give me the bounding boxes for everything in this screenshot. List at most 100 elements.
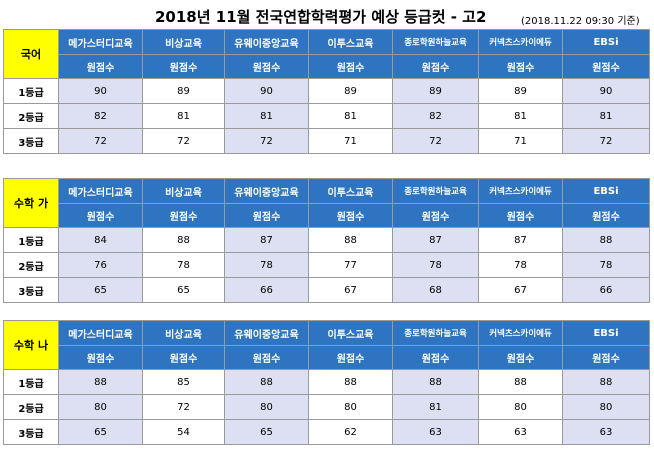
score-cell: 77	[308, 252, 393, 278]
grade-label: 3등급	[3, 128, 59, 154]
score-cell: 78	[224, 252, 309, 278]
publisher-header: 이투스교육	[308, 178, 393, 204]
score-cell: 71	[478, 128, 563, 154]
grade-row: 1등급 84 88 87 88 87 87 88	[3, 227, 650, 253]
publisher-header: 종로학원하늘교육	[392, 29, 479, 55]
page-header: 2018년 11월 전국연합학력평가 예상 등급컷 - 고2 (2018.11.…	[0, 0, 654, 30]
score-type-label: 원점수	[562, 203, 650, 228]
score-type-label: 원점수	[562, 54, 650, 79]
subject-label: 수학 나	[3, 320, 59, 370]
score-cell: 80	[478, 394, 563, 420]
score-cell: 78	[562, 252, 650, 278]
score-type-label: 원점수	[142, 54, 225, 79]
score-cell: 65	[58, 419, 143, 445]
grade-label: 2등급	[3, 252, 59, 278]
grade-row: 3등급 65 65 66 67 68 67 66	[3, 277, 650, 303]
grade-row: 1등급 88 85 88 88 88 88 88	[3, 369, 650, 395]
score-type-label: 원점수	[224, 54, 309, 79]
publisher-header: 커넥츠스카이에듀	[478, 320, 563, 346]
score-type-label: 원점수	[142, 345, 225, 370]
score-type-label: 원점수	[308, 345, 393, 370]
publisher-header: 메가스터디교육	[58, 178, 143, 204]
score-cell: 67	[308, 277, 393, 303]
score-type-label: 원점수	[392, 203, 479, 228]
grade-label: 2등급	[3, 394, 59, 420]
score-type-label: 원점수	[224, 203, 309, 228]
score-cell: 88	[308, 369, 393, 395]
grade-row: 1등급 90 89 90 89 89 89 90	[3, 78, 650, 104]
score-cell: 90	[58, 78, 143, 104]
score-cell: 63	[478, 419, 563, 445]
score-type-label: 원점수	[58, 345, 143, 370]
score-cell: 81	[478, 103, 563, 129]
score-cell: 89	[142, 78, 225, 104]
score-cell: 72	[142, 128, 225, 154]
subject-label: 수학 가	[3, 178, 59, 228]
score-cell: 78	[392, 252, 479, 278]
score-type-label: 원점수	[58, 203, 143, 228]
score-cell: 81	[562, 103, 650, 129]
score-cell: 88	[58, 369, 143, 395]
score-cell: 87	[224, 227, 309, 253]
score-type-label: 원점수	[478, 203, 563, 228]
score-cell: 63	[392, 419, 479, 445]
score-cell: 87	[392, 227, 479, 253]
publisher-header: 종로학원하늘교육	[392, 178, 479, 204]
score-cell: 80	[224, 394, 309, 420]
publisher-header: 비상교육	[142, 29, 225, 55]
score-type-row: 원점수 원점수 원점수 원점수 원점수 원점수 원점수	[4, 54, 650, 79]
grade-row: 3등급 72 72 72 71 72 71 72	[3, 128, 650, 154]
score-cell: 63	[562, 419, 650, 445]
score-cell: 80	[562, 394, 650, 420]
score-cell: 88	[562, 369, 650, 395]
score-cell: 62	[308, 419, 393, 445]
publisher-header: 메가스터디교육	[58, 29, 143, 55]
subject-label: 국어	[3, 29, 59, 79]
grade-row: 2등급 76 78 78 77 78 78 78	[3, 252, 650, 278]
score-cell: 65	[142, 277, 225, 303]
page-title: 2018년 11월 전국연합학력평가 예상 등급컷 - 고2	[155, 8, 487, 26]
score-cell: 88	[224, 369, 309, 395]
score-cell: 72	[392, 128, 479, 154]
publisher-header: EBSi	[562, 320, 650, 346]
publisher-header: 비상교육	[142, 320, 225, 346]
score-cell: 84	[58, 227, 143, 253]
score-type-row: 원점수 원점수 원점수 원점수 원점수 원점수 원점수	[4, 203, 650, 228]
score-cell: 65	[224, 419, 309, 445]
publisher-header: 유웨이중앙교육	[224, 29, 309, 55]
score-type-label: 원점수	[308, 54, 393, 79]
publisher-header-row: 국어 메가스터디교육 비상교육 유웨이중앙교육 이투스교육 종로학원하늘교육 커넥츠스카이에…	[3, 29, 650, 79]
score-cell: 82	[58, 103, 143, 129]
publisher-header: 비상교육	[142, 178, 225, 204]
score-cell: 85	[142, 369, 225, 395]
score-cell: 81	[142, 103, 225, 129]
score-cell: 72	[58, 128, 143, 154]
publisher-header: EBSi	[562, 178, 650, 204]
grade-table-2: 수학 가 메가스터디교육 비상교육 유웨이중앙교육 이투스교육 종로학원하늘교육 커넥츠스카…	[3, 178, 650, 303]
grade-row: 2등급 82 81 81 81 82 81 81	[3, 103, 650, 129]
publisher-header: 이투스교육	[308, 29, 393, 55]
score-cell: 81	[308, 103, 393, 129]
score-cell: 80	[308, 394, 393, 420]
score-type-label: 원점수	[392, 54, 479, 79]
score-cell: 89	[308, 78, 393, 104]
publisher-header: 커넥츠스카이에듀	[478, 29, 563, 55]
score-cell: 90	[562, 78, 650, 104]
score-cell: 90	[224, 78, 309, 104]
score-type-label: 원점수	[478, 345, 563, 370]
publisher-header: 종로학원하늘교육	[392, 320, 479, 346]
score-cell: 78	[142, 252, 225, 278]
score-cell: 78	[478, 252, 563, 278]
grade-label: 2등급	[3, 103, 59, 129]
score-cell: 81	[392, 394, 479, 420]
score-type-label: 원점수	[392, 345, 479, 370]
score-cell: 66	[224, 277, 309, 303]
grade-table-3: 수학 나 메가스터디교육 비상교육 유웨이중앙교육 이투스교육 종로학원하늘교육 커넥츠스카…	[3, 320, 650, 445]
score-cell: 71	[308, 128, 393, 154]
grade-label: 1등급	[3, 227, 59, 253]
publisher-header: EBSi	[562, 29, 650, 55]
grade-label: 3등급	[3, 419, 59, 445]
score-cell: 76	[58, 252, 143, 278]
score-cell: 87	[478, 227, 563, 253]
score-cell: 88	[142, 227, 225, 253]
